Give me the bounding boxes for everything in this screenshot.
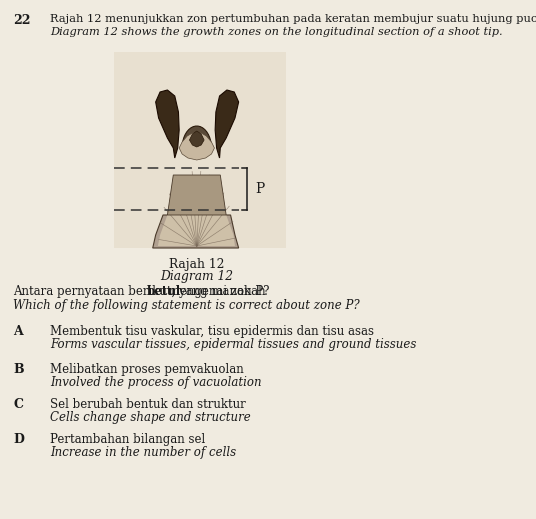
Text: Membentuk tisu vaskular, tisu epidermis dan tisu asas: Membentuk tisu vaskular, tisu epidermis … [50,325,374,338]
Text: Diagram 12: Diagram 12 [160,270,233,283]
Text: betul: betul [147,285,181,298]
Text: Rajah 12 menunjukkan zon pertumbuhan pada keratan membujur suatu hujung pucuk.: Rajah 12 menunjukkan zon pertumbuhan pad… [50,14,536,24]
Text: Forms vascular tissues, epidermal tissues and ground tissues: Forms vascular tissues, epidermal tissue… [50,338,416,351]
Text: Sel berubah bentuk dan struktur: Sel berubah bentuk dan struktur [50,398,245,411]
Text: Involved the process of vacuolation: Involved the process of vacuolation [50,376,262,389]
Text: Diagram 12 shows the growth zones on the longitudinal section of a shoot tip.: Diagram 12 shows the growth zones on the… [50,27,503,37]
Text: 22: 22 [13,14,31,27]
Polygon shape [189,131,204,147]
Text: P: P [256,182,265,196]
Text: Antara pernyataan berikut, yang manakah: Antara pernyataan berikut, yang manakah [13,285,270,298]
Text: Which of the following statement is correct about zone P?: Which of the following statement is corr… [13,299,360,312]
Text: mengenai zon P?: mengenai zon P? [165,285,269,298]
Bar [114,52,286,248]
Text: B: B [13,363,24,376]
Polygon shape [215,90,239,158]
Text: A: A [13,325,23,338]
Text: D: D [13,433,24,446]
Polygon shape [158,215,235,246]
Polygon shape [182,126,212,148]
Text: Pertambahan bilangan sel: Pertambahan bilangan sel [50,433,205,446]
Text: Melibatkan proses pemvakuolan: Melibatkan proses pemvakuolan [50,363,244,376]
Polygon shape [155,90,179,158]
Polygon shape [179,132,214,160]
Polygon shape [153,215,239,248]
Text: Cells change shape and structure: Cells change shape and structure [50,411,251,424]
Polygon shape [167,175,226,215]
Text: Increase in the number of cells: Increase in the number of cells [50,446,236,459]
Text: Rajah 12: Rajah 12 [169,258,225,271]
Text: C: C [13,398,23,411]
